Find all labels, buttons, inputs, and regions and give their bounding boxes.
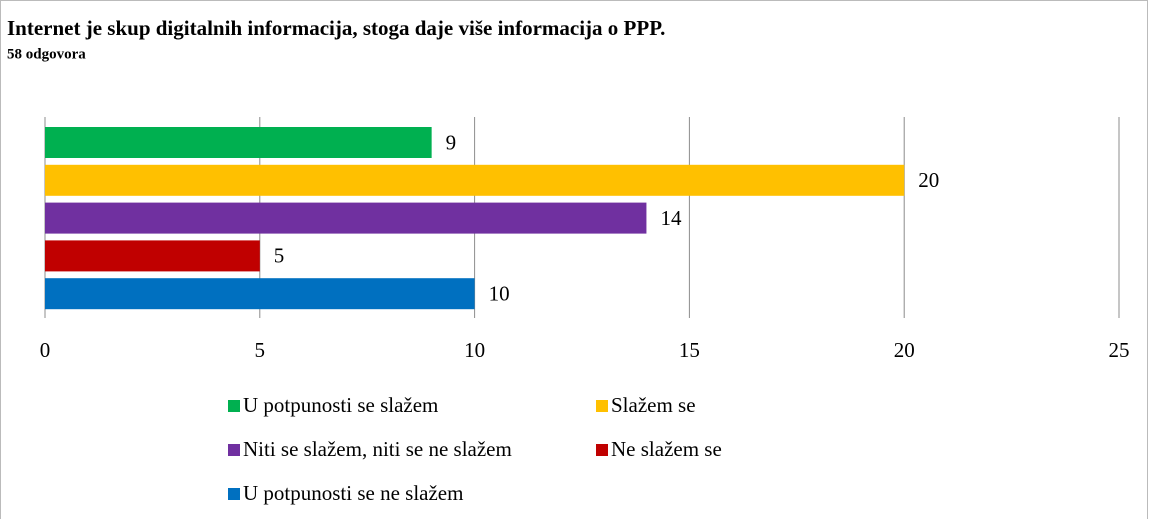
- data-label: 14: [660, 206, 682, 230]
- x-tick-label: 15: [679, 338, 700, 362]
- data-label: 20: [918, 168, 939, 192]
- legend-label: Niti se slažem, niti se ne slažem: [243, 437, 512, 461]
- x-tick-label: 10: [464, 338, 485, 362]
- bar: [45, 164, 905, 196]
- legend-label: U potpunosti se ne slažem: [243, 481, 463, 505]
- data-label: 10: [489, 282, 510, 306]
- chart-title: Internet je skup digitalnih informacija,…: [7, 16, 665, 40]
- bar: [45, 127, 432, 158]
- legend-swatch: [228, 488, 240, 500]
- data-label: 9: [446, 130, 457, 154]
- chart-subtitle: 58 odgovora: [7, 46, 86, 62]
- x-tick-label: 0: [40, 338, 51, 362]
- bar: [45, 278, 475, 310]
- legend-label: Slažem se: [611, 393, 696, 417]
- legend-label: Ne slažem se: [611, 437, 722, 461]
- legend-label: U potpunosti se slažem: [243, 393, 438, 417]
- data-label: 5: [274, 244, 285, 268]
- legend-swatch: [228, 400, 240, 412]
- x-tick-label: 20: [894, 338, 915, 362]
- legend-swatch: [228, 444, 240, 456]
- bar: [45, 202, 647, 234]
- legend-swatch: [596, 444, 608, 456]
- x-tick-label: 25: [1109, 338, 1130, 362]
- legend-swatch: [596, 400, 608, 412]
- bar: [45, 240, 260, 272]
- x-tick-label: 5: [255, 338, 266, 362]
